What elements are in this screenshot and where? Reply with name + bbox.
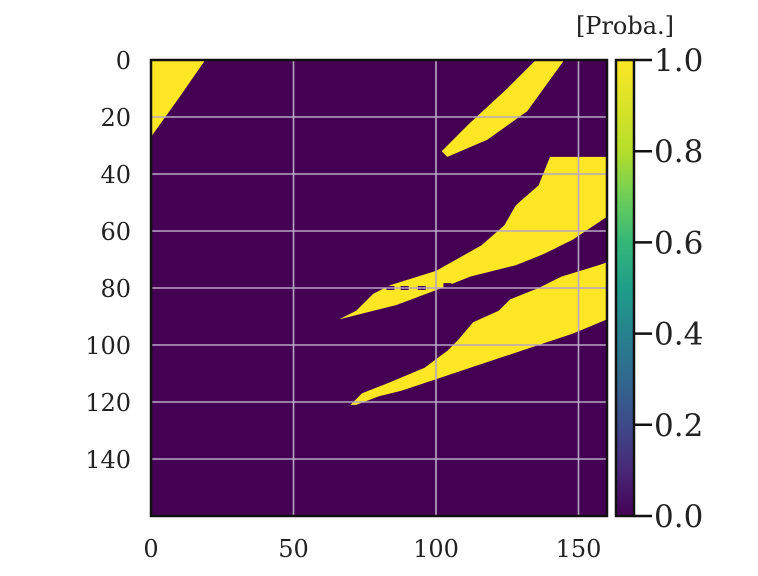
y-tick-label: 20 (100, 104, 131, 132)
y-tick-label: 140 (85, 446, 131, 474)
y-tick-label: 80 (100, 275, 131, 303)
plot-frame (149, 58, 609, 518)
high-probability-region-2 (441, 60, 565, 157)
y-tick-label: 100 (85, 332, 131, 360)
high-probability-region-3 (339, 156, 607, 320)
colorbar-tick-label: 0.6 (654, 225, 703, 261)
x-tick-label: 100 (413, 535, 459, 563)
grid-layer (151, 60, 607, 516)
heatmap-area (151, 60, 607, 516)
y-tick-label: 120 (85, 389, 131, 417)
x-tick-label: 50 (278, 535, 309, 563)
x-tick-label: 150 (556, 535, 602, 563)
y-tick-label: 0 (116, 47, 131, 75)
colorbar-ticks: 0.0 0.2 0.4 0.6 0.8 1.0 (634, 43, 703, 535)
x-axis: 0 50 100 150 (143, 535, 601, 563)
colorbar-tick-label: 0.0 (654, 499, 703, 535)
y-tick-label: 60 (100, 218, 131, 246)
colorbar-title: [Proba.] (576, 12, 674, 40)
low-probability-cell (477, 274, 486, 279)
y-axis: 0 20 40 60 80 100 120 140 (85, 47, 131, 474)
high-probability-region-4 (350, 262, 607, 405)
colorbar-frame (614, 58, 636, 518)
y-tick-label: 40 (100, 161, 131, 189)
colorbar: 0.0 0.2 0.4 0.6 0.8 1.0 [Proba.] (576, 12, 703, 535)
colorbar-gradient (616, 60, 634, 516)
colorbar-tick-label: 0.8 (654, 134, 703, 170)
x-tick-label: 0 (143, 535, 158, 563)
low-probability-cell (443, 283, 452, 288)
colorbar-tick-label: 0.4 (654, 317, 703, 353)
colorbar-tick-label: 1.0 (654, 43, 703, 79)
colorbar-tick-label: 0.2 (654, 408, 703, 444)
